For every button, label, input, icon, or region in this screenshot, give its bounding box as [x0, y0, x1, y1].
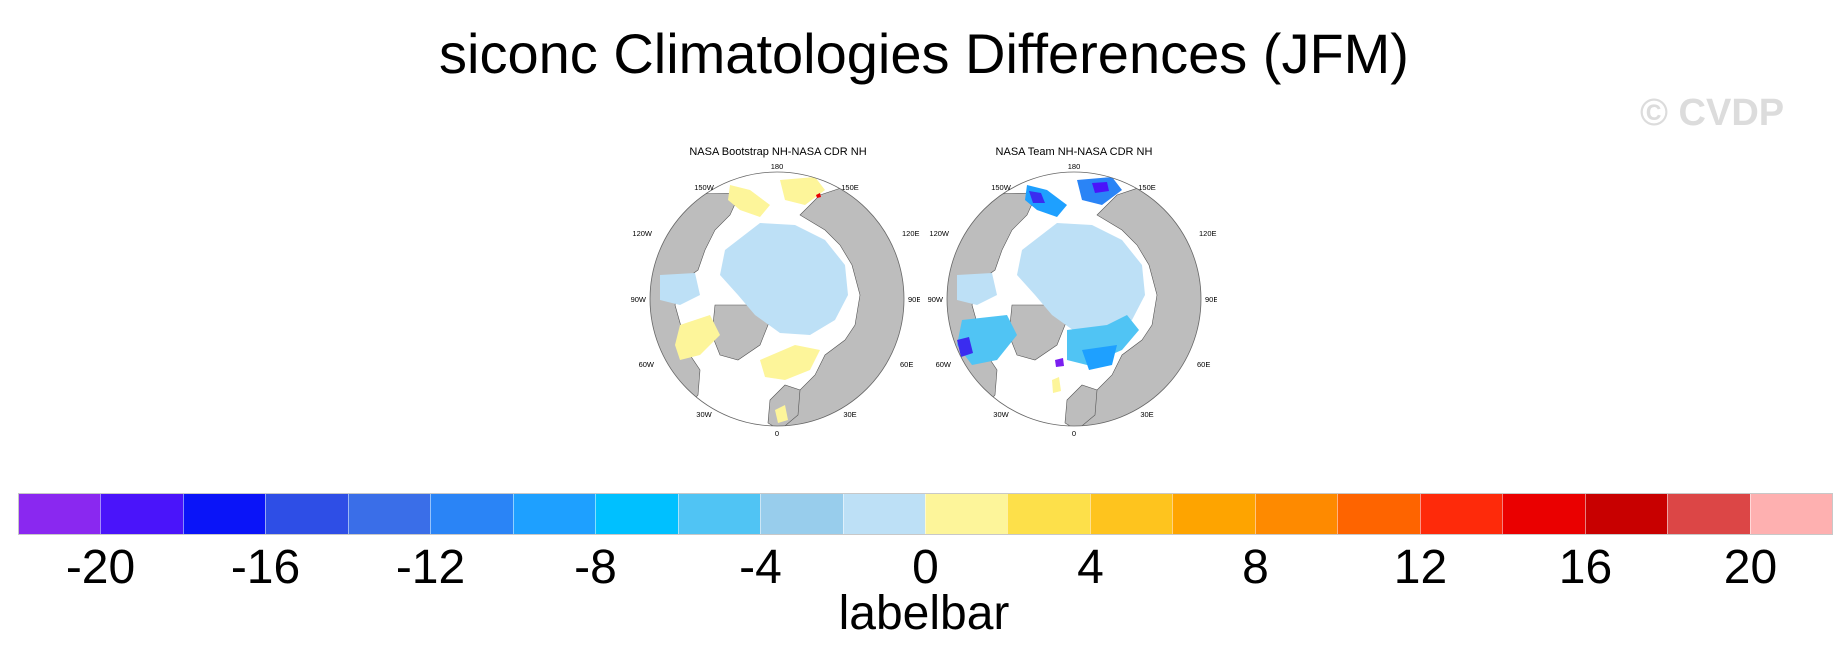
hudson-light-blue [660, 273, 700, 305]
labrador-deep-blue [957, 337, 973, 357]
svg-text:30E: 30E [843, 410, 856, 419]
labelbar-tick-label: -12 [395, 541, 466, 594]
svg-text:90E: 90E [908, 295, 920, 304]
labelbar-swatch [760, 494, 843, 534]
labelbar-swatch [1667, 494, 1750, 534]
hudson-light-blue [957, 273, 997, 305]
labelbar-title: labelbar [838, 587, 1010, 640]
barents-blue [1082, 345, 1117, 370]
svg-text:90W: 90W [631, 295, 647, 304]
okhotsk-yellow [780, 177, 825, 205]
labelbar-tick-label: 0 [912, 541, 939, 594]
labelbar-swatch [430, 494, 513, 534]
baltic-yellow [775, 405, 788, 423]
svg-text:120W: 120W [632, 229, 653, 238]
svg-text:150W: 150W [991, 183, 1012, 192]
labelbar-tick-labels: -20 -16 -12 -8 -4 0 4 8 12 16 20 [0, 540, 1848, 600]
bering-yellow [728, 185, 770, 217]
svg-text:120E: 120E [902, 229, 920, 238]
svg-text:30W: 30W [993, 410, 1009, 419]
labelbar-swatch [1584, 494, 1668, 534]
svg-text:60E: 60E [1197, 360, 1210, 369]
svg-text:0: 0 [775, 429, 779, 438]
color-labelbar [18, 493, 1833, 535]
polar-map-panel-1: 180 150E 120E 90E 60E 30E 0 30W 60W 90W … [631, 162, 920, 438]
labelbar-swatch [1337, 494, 1420, 534]
labelbar-swatch [1089, 494, 1173, 534]
labelbar-swatch [1007, 494, 1090, 534]
panel-2-title: NASA Team NH-NASA CDR NH [995, 146, 1153, 158]
figure-title: siconc Climatologies Differences (JFM) [439, 22, 1409, 85]
barents-yellow [760, 345, 820, 380]
labelbar-swatch [19, 494, 101, 534]
svg-text:0: 0 [1072, 429, 1076, 438]
baltic-yellow [1052, 377, 1061, 393]
bering-deep-blue [1029, 191, 1045, 203]
arctic-ice-light-blue [1017, 223, 1145, 335]
labelbar-swatch [1254, 494, 1338, 534]
svg-text:120E: 120E [1199, 229, 1217, 238]
labelbar-tick-label: -8 [574, 541, 617, 594]
svg-text:60W: 60W [639, 360, 655, 369]
svg-text:30E: 30E [1140, 410, 1153, 419]
labelbar-swatch [347, 494, 431, 534]
labelbar-swatch [100, 494, 183, 534]
barents-violet [1055, 358, 1064, 367]
labelbar-swatch [595, 494, 678, 534]
svg-text:150W: 150W [694, 183, 715, 192]
labelbar-tick-label: 20 [1723, 541, 1778, 594]
labelbar-swatch [677, 494, 761, 534]
labelbar-swatch [1419, 494, 1503, 534]
labelbar-swatch [842, 494, 925, 534]
labelbar-tick-label: 4 [1077, 541, 1104, 594]
labelbar-tick-label: -16 [230, 541, 301, 594]
svg-text:180: 180 [1068, 162, 1081, 171]
labelbar-swatch [924, 494, 1008, 534]
panel-1-title: NASA Bootstrap NH-NASA CDR NH [689, 146, 867, 158]
watermark: © CVDP [1640, 92, 1785, 134]
svg-text:60W: 60W [936, 360, 952, 369]
svg-text:90E: 90E [1205, 295, 1217, 304]
labrador-yellow [675, 315, 720, 360]
svg-text:90W: 90W [928, 295, 944, 304]
land-scandinavia [1064, 384, 1098, 426]
svg-text:120W: 120W [929, 229, 950, 238]
svg-text:180: 180 [771, 162, 784, 171]
labelbar-swatch [512, 494, 596, 534]
longitude-labels-panel-2: 180 150E 120E 90E 60E 30E 0 30W 60W 90W … [928, 162, 1217, 438]
labelbar-swatch [1502, 494, 1585, 534]
svg-text:30W: 30W [696, 410, 712, 419]
svg-text:150E: 150E [1138, 183, 1156, 192]
svg-text:150E: 150E [841, 183, 859, 192]
labelbar-tick-label: 8 [1242, 541, 1269, 594]
labelbar-tick-label: 16 [1558, 541, 1613, 594]
polar-map-panel-2: 180 150E 120E 90E 60E 30E 0 30W 60W 90W … [928, 162, 1217, 438]
labelbar-swatch [1172, 494, 1255, 534]
labelbar-tick-label: -20 [65, 541, 136, 594]
red-fleck [816, 193, 821, 198]
arctic-ice-light-blue [720, 223, 848, 335]
longitude-labels-panel-1: 180 150E 120E 90E 60E 30E 0 30W 60W 90W … [631, 162, 920, 438]
labelbar-tick-label: 12 [1393, 541, 1448, 594]
okhotsk-deep-blue [1092, 182, 1109, 193]
labelbar-swatch [182, 494, 266, 534]
svg-text:60E: 60E [900, 360, 913, 369]
labelbar-swatch [1749, 494, 1832, 534]
labelbar-swatch [265, 494, 348, 534]
labelbar-tick-label: -4 [739, 541, 782, 594]
